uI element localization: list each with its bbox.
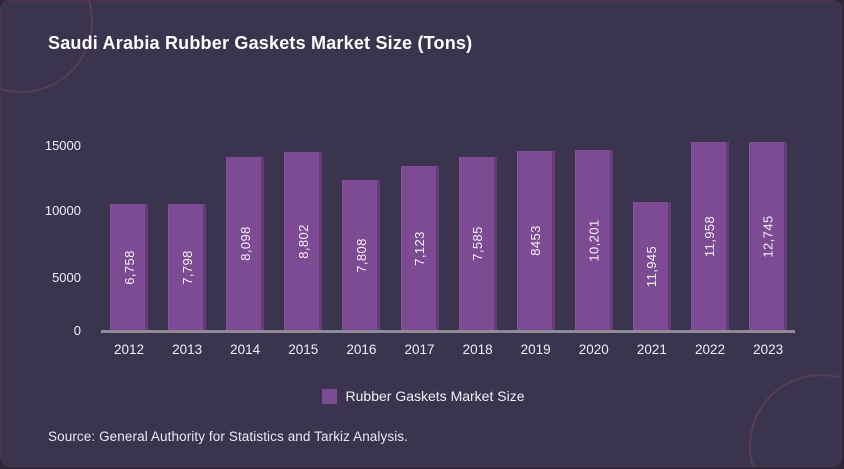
bar-value-label: 7,585 xyxy=(470,226,486,261)
bar-2022: 11,958 xyxy=(691,142,729,330)
y-axis-label-10000: 10000 xyxy=(44,203,81,218)
x-axis-label-2015: 2015 xyxy=(288,342,319,357)
bar-2015: 8,802 xyxy=(284,152,323,330)
y-axis-label-15000: 15000 xyxy=(44,138,81,153)
bar-value-label: 8453 xyxy=(528,225,544,256)
x-axis-label-2016: 2016 xyxy=(346,342,377,357)
bar-value-label: 12,745 xyxy=(760,214,776,258)
x-axis-label-2023: 2023 xyxy=(753,342,784,357)
x-axis-label-2013: 2013 xyxy=(172,342,203,357)
y-axis-label-0: 0 xyxy=(73,323,81,338)
bar-value-label: 7,798 xyxy=(179,249,195,285)
bar-value-label: 11,958 xyxy=(702,215,718,257)
bar-value-label: 6,758 xyxy=(121,249,137,285)
bar-value-label: 8,098 xyxy=(237,226,253,261)
bar-value-label: 11,945 xyxy=(644,245,660,287)
bar-2013: 7,798 xyxy=(168,204,207,330)
bar-2019: 8453 xyxy=(516,151,555,330)
bar-value-label: 10,201 xyxy=(586,218,602,262)
x-axis-label-2018: 2018 xyxy=(462,342,493,357)
legend: Rubber Gaskets Market Size xyxy=(1,388,841,404)
x-axis-line xyxy=(101,330,795,333)
bar-value-label: 7,808 xyxy=(353,237,369,273)
bar-2021: 11,945 xyxy=(632,202,671,330)
y-axis-label-5000: 5000 xyxy=(52,270,81,285)
bar-2016: 7,808 xyxy=(342,180,381,330)
x-axis-label-2012: 2012 xyxy=(113,342,145,357)
bar-2018: 7,585 xyxy=(458,157,497,330)
x-axis-label-2021: 2021 xyxy=(636,342,667,357)
bar-2017: 7,123 xyxy=(400,166,439,330)
x-axis-label-2014: 2014 xyxy=(230,342,261,357)
source-note: Source: General Authority for Statistics… xyxy=(48,429,409,444)
bar-2020: 10,201 xyxy=(574,150,613,330)
x-axis-label-2019: 2019 xyxy=(520,342,551,357)
bar-2012: 6,758 xyxy=(110,204,148,330)
legend-label: Rubber Gaskets Market Size xyxy=(345,388,525,404)
x-axis-label-2017: 2017 xyxy=(404,342,435,357)
chart-title: Saudi Arabia Rubber Gaskets Market Size … xyxy=(48,33,473,53)
bar-value-label: 8,802 xyxy=(295,223,311,259)
bar-2023: 12,745 xyxy=(749,142,788,330)
legend-swatch-icon xyxy=(321,388,337,404)
bar-2014: 8,098 xyxy=(226,157,265,330)
x-axis-label-2022: 2022 xyxy=(694,342,726,357)
bar-value-label: 7,123 xyxy=(411,230,427,266)
x-axis-label-2020: 2020 xyxy=(578,342,609,357)
